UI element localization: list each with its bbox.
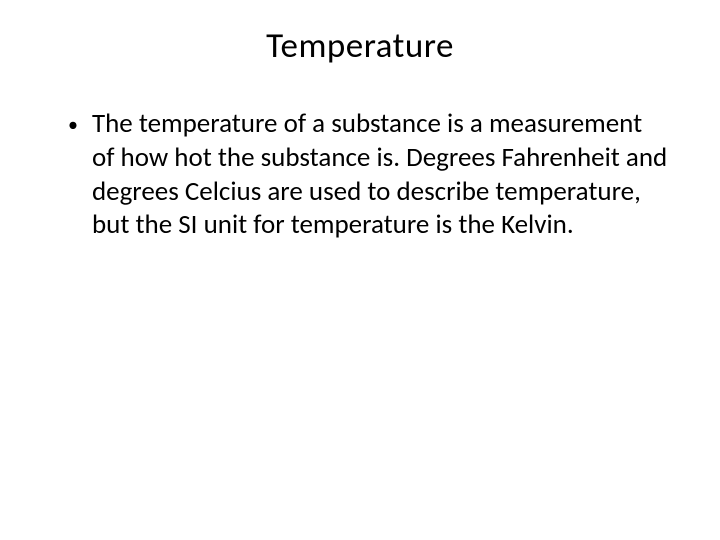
bullet-marker-icon: • [68, 113, 78, 138]
slide-content: • The temperature of a substance is a me… [50, 107, 670, 242]
slide-title: Temperature [50, 25, 670, 67]
bullet-text: The temperature of a substance is a meas… [92, 107, 670, 242]
bullet-item: • The temperature of a substance is a me… [68, 107, 670, 242]
slide-container: Temperature • The temperature of a subst… [0, 0, 720, 540]
